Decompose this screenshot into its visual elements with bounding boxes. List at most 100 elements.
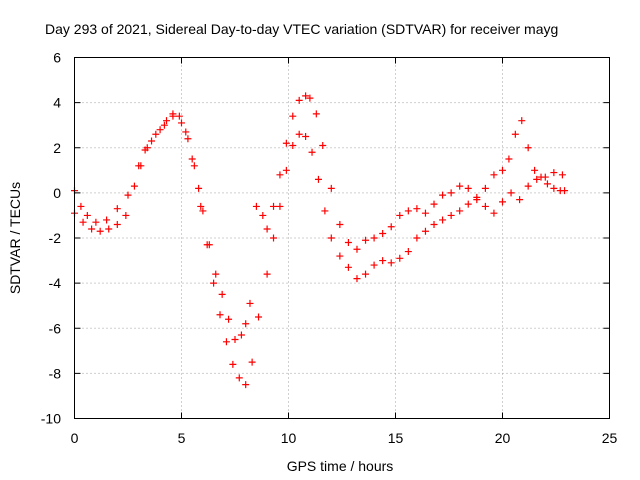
data-point bbox=[113, 205, 121, 213]
data-point bbox=[321, 207, 329, 215]
data-point bbox=[550, 184, 558, 192]
data-point bbox=[327, 234, 335, 242]
y-tick-label: 6 bbox=[53, 50, 61, 66]
data-point bbox=[263, 270, 271, 278]
data-point bbox=[543, 180, 551, 188]
data-point bbox=[255, 313, 263, 321]
data-point bbox=[561, 187, 569, 195]
data-point bbox=[248, 358, 256, 366]
data-point bbox=[456, 207, 464, 215]
data-point bbox=[314, 175, 322, 183]
data-point bbox=[533, 175, 541, 183]
data-point bbox=[295, 130, 303, 138]
data-point bbox=[404, 207, 412, 215]
data-point bbox=[524, 144, 532, 152]
data-point bbox=[259, 211, 267, 219]
data-point bbox=[464, 184, 472, 192]
data-point bbox=[404, 248, 412, 256]
y-tick-label: 2 bbox=[53, 140, 61, 156]
y-tick-label: 0 bbox=[53, 185, 61, 201]
data-point bbox=[246, 299, 254, 307]
data-point bbox=[413, 234, 421, 242]
data-point bbox=[252, 202, 260, 210]
data-point bbox=[270, 234, 278, 242]
data-point bbox=[344, 239, 352, 247]
data-point bbox=[505, 155, 513, 163]
y-tick-label: 4 bbox=[53, 95, 61, 111]
y-tick-labels: -10 -8 -6 -4 -2 0 2 4 6 bbox=[41, 50, 61, 427]
data-point bbox=[541, 173, 549, 181]
data-point bbox=[516, 196, 524, 204]
data-point bbox=[216, 311, 224, 319]
y-axis-title: SDTVAR / TECUs bbox=[7, 182, 23, 294]
data-point bbox=[79, 218, 87, 226]
data-point bbox=[430, 220, 438, 228]
x-tick-label: 0 bbox=[71, 430, 79, 446]
data-point bbox=[203, 241, 211, 249]
data-point bbox=[481, 184, 489, 192]
data-point bbox=[197, 202, 205, 210]
data-point bbox=[148, 137, 156, 145]
data-point bbox=[319, 141, 327, 149]
data-point bbox=[302, 92, 310, 100]
data-point bbox=[77, 202, 85, 210]
data-point bbox=[242, 381, 250, 389]
data-point bbox=[327, 184, 335, 192]
y-tick-label: -2 bbox=[49, 230, 62, 246]
data-point bbox=[421, 227, 429, 235]
data-point bbox=[195, 184, 203, 192]
x-tick-label: 10 bbox=[281, 430, 297, 446]
data-point bbox=[396, 211, 404, 219]
data-point bbox=[387, 223, 395, 231]
data-point bbox=[237, 331, 245, 339]
data-point bbox=[336, 252, 344, 260]
data-point bbox=[421, 209, 429, 217]
data-point bbox=[235, 374, 243, 382]
data-point bbox=[83, 211, 91, 219]
data-point bbox=[379, 257, 387, 265]
data-point bbox=[295, 96, 303, 104]
data-point bbox=[558, 171, 566, 179]
data-point bbox=[289, 112, 297, 120]
data-point bbox=[413, 205, 421, 213]
data-point bbox=[130, 182, 138, 190]
data-point bbox=[152, 130, 160, 138]
y-tick-label: -4 bbox=[49, 275, 62, 291]
data-point bbox=[210, 279, 218, 287]
data-point bbox=[499, 198, 506, 206]
data-point bbox=[105, 225, 113, 233]
data-point bbox=[276, 202, 284, 210]
data-point bbox=[242, 320, 250, 328]
data-point bbox=[396, 254, 404, 262]
data-point bbox=[184, 135, 192, 143]
data-point bbox=[344, 263, 352, 271]
data-point bbox=[88, 225, 96, 233]
y-tick-label: -8 bbox=[49, 365, 62, 381]
data-point bbox=[511, 130, 519, 138]
y-tick-label: -6 bbox=[49, 320, 62, 336]
data-point bbox=[362, 236, 370, 244]
data-point bbox=[439, 191, 447, 199]
data-point bbox=[212, 270, 220, 278]
x-tick-label: 5 bbox=[178, 430, 186, 446]
data-point bbox=[518, 117, 526, 125]
x-tick-label: 20 bbox=[495, 430, 511, 446]
data-point bbox=[188, 155, 196, 163]
data-points bbox=[71, 92, 569, 389]
data-point bbox=[439, 216, 447, 224]
data-point bbox=[190, 162, 198, 170]
data-point bbox=[481, 202, 489, 210]
chart-title: Day 293 of 2021, Sidereal Day-to-day VTE… bbox=[45, 21, 558, 37]
axis-ticks bbox=[74, 57, 610, 419]
data-point bbox=[490, 171, 498, 179]
data-point bbox=[524, 182, 532, 190]
data-point bbox=[276, 171, 284, 179]
data-point bbox=[199, 207, 207, 215]
data-point bbox=[387, 259, 395, 267]
x-axis-title: GPS time / hours bbox=[287, 458, 394, 474]
data-point bbox=[282, 139, 290, 147]
data-point bbox=[163, 117, 171, 125]
data-point bbox=[113, 220, 121, 228]
data-point bbox=[103, 216, 111, 224]
